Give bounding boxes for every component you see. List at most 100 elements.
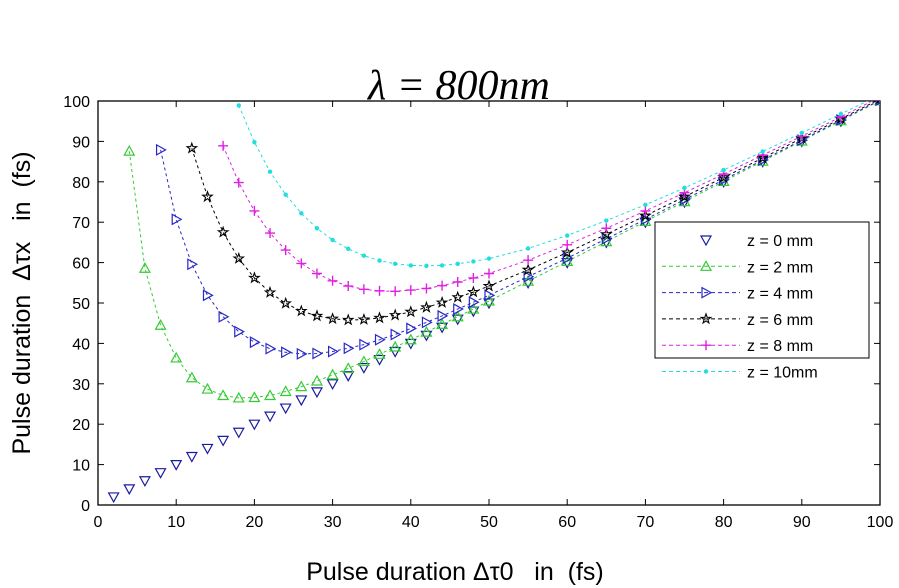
legend-marker xyxy=(699,260,713,271)
data-point xyxy=(600,235,613,247)
data-point xyxy=(248,391,261,403)
data-point xyxy=(678,197,691,209)
data-point xyxy=(234,325,245,338)
series-5 xyxy=(236,101,869,269)
data-point xyxy=(486,256,492,261)
series-line xyxy=(222,101,874,292)
data-point xyxy=(562,252,574,265)
y-tick-label: 100 xyxy=(63,94,90,111)
data-point xyxy=(330,237,335,243)
data-point xyxy=(467,302,480,314)
data-point xyxy=(484,289,496,302)
data-point xyxy=(640,213,652,226)
series-line xyxy=(191,101,878,321)
x-tick-label: 20 xyxy=(246,514,264,531)
data-point xyxy=(185,371,198,383)
data-point xyxy=(170,460,183,471)
data-point xyxy=(185,451,198,463)
series-4 xyxy=(218,101,880,297)
data-point xyxy=(721,167,726,173)
data-point xyxy=(388,308,402,321)
legend: z = 0 mm z = 2 mm z = 4 mm z = 6 mm z = 8 mm… xyxy=(654,221,870,382)
data-point xyxy=(522,278,535,290)
data-point xyxy=(154,468,167,479)
data-point xyxy=(217,389,230,401)
data-point xyxy=(343,281,354,292)
data-point xyxy=(249,336,261,349)
legend-marker xyxy=(699,312,713,325)
data-point xyxy=(279,296,292,309)
data-point xyxy=(373,311,386,324)
data-point xyxy=(421,316,433,329)
data-point xyxy=(420,300,433,313)
data-point xyxy=(201,443,214,455)
data-point xyxy=(471,259,476,264)
legend-label: z = 10mm xyxy=(747,365,818,382)
data-point xyxy=(357,363,370,374)
legend-label: z = 0 mm xyxy=(747,233,813,250)
data-point xyxy=(217,435,230,447)
data-point xyxy=(437,280,448,291)
data-point xyxy=(232,391,245,403)
legend-marker xyxy=(701,340,711,351)
data-point xyxy=(435,295,449,308)
data-point xyxy=(451,290,465,303)
y-tick-label: 30 xyxy=(72,377,90,394)
x-tick-label: 90 xyxy=(793,514,811,531)
data-point xyxy=(390,328,402,341)
data-point xyxy=(233,177,244,188)
data-point xyxy=(123,484,136,496)
data-point xyxy=(451,314,464,326)
legend-box xyxy=(654,221,870,359)
data-point xyxy=(390,286,401,297)
data-point xyxy=(404,333,417,345)
data-point xyxy=(283,192,288,197)
data-point xyxy=(374,285,385,296)
chart-title: λ = 800nm xyxy=(366,63,550,109)
data-point xyxy=(604,218,609,223)
data-point xyxy=(404,305,418,318)
legend-label: z = 6 mm xyxy=(747,312,813,329)
data-point xyxy=(359,338,371,351)
data-point xyxy=(311,268,322,279)
data-point xyxy=(295,395,308,407)
data-point xyxy=(187,258,199,271)
data-point xyxy=(682,185,687,191)
data-point xyxy=(467,306,480,318)
data-point xyxy=(343,342,355,355)
x-tick-label: 50 xyxy=(480,514,498,531)
data-point xyxy=(436,318,449,330)
data-point xyxy=(299,211,304,216)
data-point xyxy=(326,379,339,391)
data-point xyxy=(236,103,241,108)
legend-marker xyxy=(701,286,713,299)
data-point xyxy=(138,476,151,487)
data-point xyxy=(232,251,246,264)
data-point xyxy=(357,355,370,367)
data-point xyxy=(170,351,183,363)
data-point xyxy=(358,284,369,295)
data-point xyxy=(296,258,307,269)
series-1 xyxy=(123,101,880,403)
data-point xyxy=(264,411,277,423)
data-point xyxy=(437,309,449,322)
x-axis-label: Pulse duration Δτ0 in (fs) xyxy=(306,558,604,586)
legend-label: z = 4 mm xyxy=(747,286,813,303)
data-point xyxy=(107,492,120,504)
data-point xyxy=(342,362,355,374)
data-point xyxy=(326,312,339,325)
data-point xyxy=(599,227,613,240)
data-point xyxy=(466,285,480,298)
data-point xyxy=(373,348,386,359)
data-point xyxy=(267,169,273,174)
data-point xyxy=(296,347,308,360)
data-point xyxy=(452,276,463,287)
data-point xyxy=(436,322,449,334)
data-point xyxy=(560,245,574,258)
y-tick-label: 50 xyxy=(72,296,90,313)
data-point xyxy=(248,419,261,431)
x-tick-label: 10 xyxy=(167,514,185,531)
data-point xyxy=(561,255,574,266)
data-point xyxy=(420,325,433,337)
data-point xyxy=(439,263,445,268)
